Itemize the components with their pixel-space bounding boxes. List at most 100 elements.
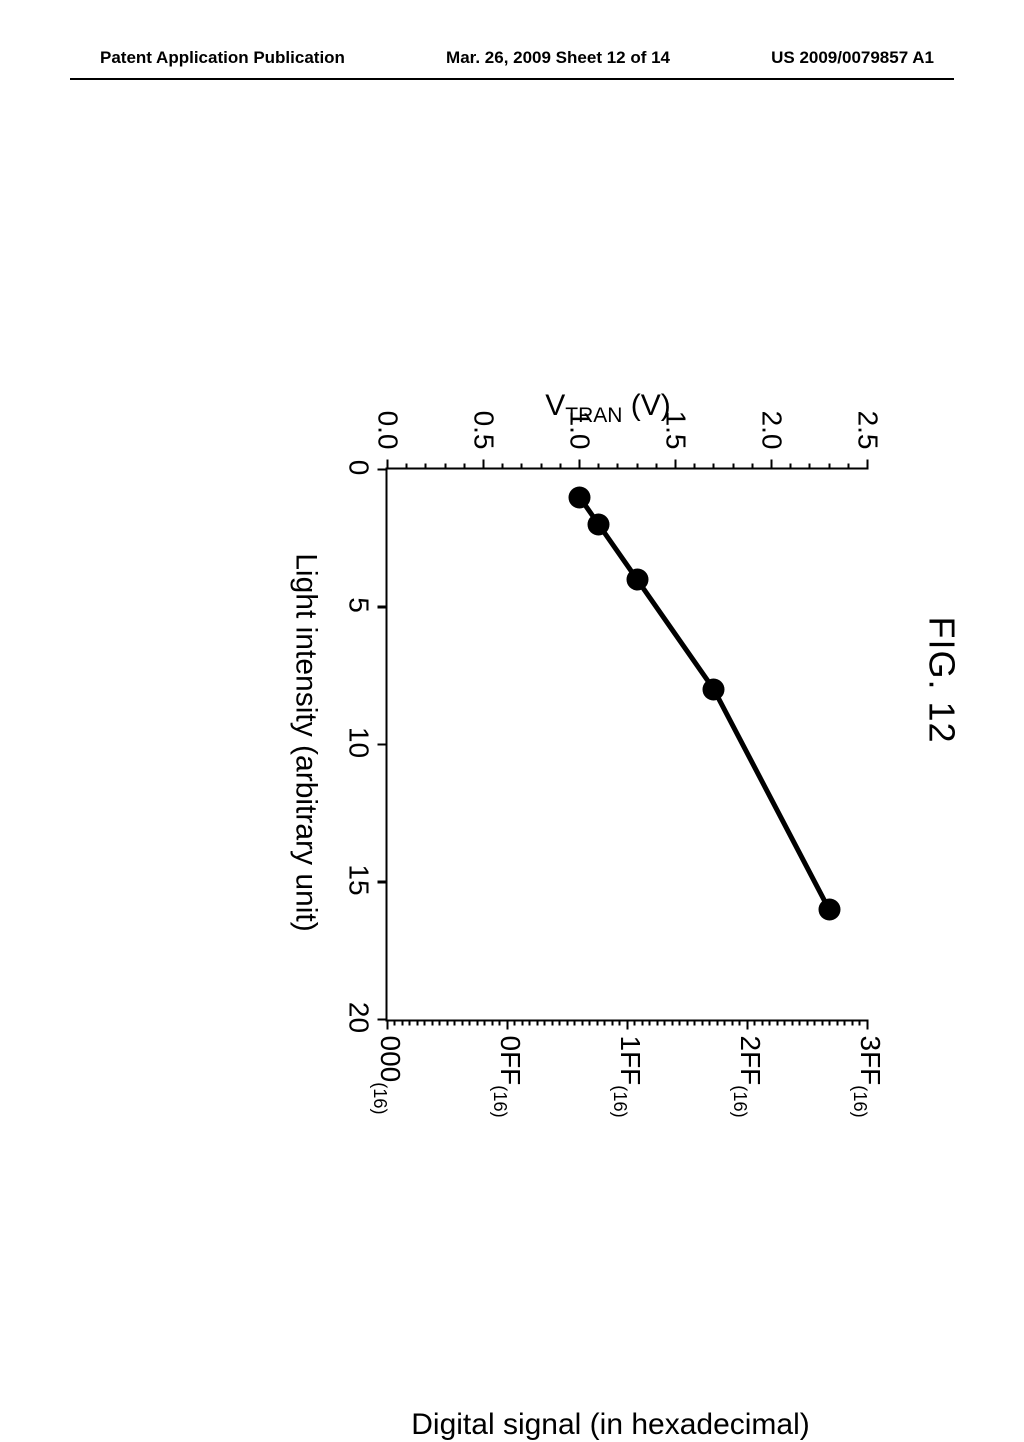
y-left-tick-minor <box>463 464 465 470</box>
y-right-tick-minor <box>597 1020 599 1026</box>
y-right-tick-minor <box>777 1020 779 1026</box>
y-right-tick-minor <box>679 1020 681 1026</box>
figure-container: FIG. 12 VTRAN (V) Digital signal (in hex… <box>0 253 1024 1108</box>
page-header: Patent Application Publication Mar. 26, … <box>0 48 1024 68</box>
y-right-tick-minor <box>552 1020 554 1026</box>
y-right-tick-minor <box>784 1020 786 1026</box>
y-right-tick-minor <box>672 1020 674 1026</box>
y-right-tick-major <box>506 1020 509 1030</box>
y-left-tick-minor <box>751 464 753 470</box>
y-right-tick-minor <box>514 1020 516 1026</box>
x-tick-major <box>378 743 388 746</box>
chart-data-point <box>626 569 648 591</box>
y-axis-right-title: Digital signal (in hexadecimal) <box>411 1408 810 1442</box>
y-right-tick-minor <box>477 1020 479 1026</box>
y-right-tick-minor <box>447 1020 449 1026</box>
y-left-tick-minor <box>502 464 504 470</box>
y-right-tick-minor <box>799 1020 801 1026</box>
x-tick-label: 20 <box>343 1002 375 1033</box>
chart-data-point <box>818 899 840 921</box>
y-right-tick-minor <box>499 1020 501 1026</box>
y-right-tick-minor <box>522 1020 524 1026</box>
y-right-tick-minor <box>559 1020 561 1026</box>
y-left-tick-minor <box>809 464 811 470</box>
y-right-tick-minor <box>619 1020 621 1026</box>
y-left-tick-minor <box>617 464 619 470</box>
y-left-tick-minor <box>828 464 830 470</box>
y-right-tick-minor <box>529 1020 531 1026</box>
y-left-tick-label: 0.5 <box>468 390 500 450</box>
y-right-tick-minor <box>567 1020 569 1026</box>
y-right-tick-minor <box>634 1020 636 1026</box>
y-right-tick-minor <box>769 1020 771 1026</box>
y-right-tick-minor <box>409 1020 411 1026</box>
y-right-tick-minor <box>462 1020 464 1026</box>
y-left-tick-major <box>866 460 869 470</box>
y-right-tick-minor <box>739 1020 741 1026</box>
y-right-tick-minor <box>717 1020 719 1026</box>
y-left-tick-minor <box>655 464 657 470</box>
y-right-tick-minor <box>702 1020 704 1026</box>
y-right-tick-minor <box>709 1020 711 1026</box>
header-divider <box>70 78 954 80</box>
plot-area <box>386 468 868 1022</box>
y-right-tick-label: 1FF(16) <box>609 1036 646 1118</box>
y-right-tick-major <box>866 1020 869 1030</box>
y-left-tick-label: 1.0 <box>564 390 596 450</box>
y-left-tick-minor <box>425 464 427 470</box>
y-left-tick-minor <box>444 464 446 470</box>
y-left-tick-major <box>770 460 773 470</box>
y-right-tick-minor <box>484 1020 486 1026</box>
y-left-tick-minor <box>713 464 715 470</box>
y-left-tick-major <box>578 460 581 470</box>
y-right-tick-minor <box>754 1020 756 1026</box>
y-right-tick-minor <box>642 1020 644 1026</box>
y-left-tick-minor <box>598 464 600 470</box>
y-right-tick-minor <box>574 1020 576 1026</box>
x-tick-major <box>378 468 388 471</box>
y-right-tick-minor <box>537 1020 539 1026</box>
y-right-tick-major <box>626 1020 629 1030</box>
y-right-tick-minor <box>844 1020 846 1026</box>
y-right-tick-minor <box>837 1020 839 1026</box>
y-right-tick-minor <box>762 1020 764 1026</box>
y-right-tick-label: 000(16) <box>369 1036 406 1115</box>
y-right-tick-minor <box>814 1020 816 1026</box>
y-right-tick-label: 3FF(16) <box>849 1036 886 1118</box>
chart-line-svg <box>388 470 868 1020</box>
y-left-tick-minor <box>732 464 734 470</box>
y-left-tick-label: 0.0 <box>372 390 404 450</box>
y-right-tick-minor <box>694 1020 696 1026</box>
y-left-tick-label: 1.5 <box>660 390 692 450</box>
y-right-tick-minor <box>432 1020 434 1026</box>
y-right-tick-minor <box>394 1020 396 1026</box>
x-axis-title: Light intensity (arbitrary unit) <box>289 553 323 932</box>
y-right-tick-minor <box>792 1020 794 1026</box>
y-right-tick-minor <box>492 1020 494 1026</box>
y-left-tick-major <box>674 460 677 470</box>
y-right-tick-minor <box>687 1020 689 1026</box>
y-right-tick-minor <box>807 1020 809 1026</box>
y-right-tick-minor <box>732 1020 734 1026</box>
y-left-tick-label: 2.5 <box>852 390 884 450</box>
y-right-tick-minor <box>852 1020 854 1026</box>
x-tick-major <box>378 606 388 609</box>
y-left-tick-minor <box>521 464 523 470</box>
y-right-tick-minor <box>402 1020 404 1026</box>
chart-line <box>580 497 830 910</box>
y-right-tick-minor <box>454 1020 456 1026</box>
x-tick-label: 0 <box>343 460 375 476</box>
y-left-tick-minor <box>559 464 561 470</box>
y-right-tick-minor <box>859 1020 861 1026</box>
chart-data-point <box>569 486 591 508</box>
header-center: Mar. 26, 2009 Sheet 12 of 14 <box>446 48 670 68</box>
y-left-tick-label: 2.0 <box>756 390 788 450</box>
y-right-tick-minor <box>424 1020 426 1026</box>
y-right-tick-minor <box>657 1020 659 1026</box>
y-right-tick-minor <box>649 1020 651 1026</box>
y-right-tick-minor <box>829 1020 831 1026</box>
x-tick-label: 15 <box>343 864 375 895</box>
y-right-tick-minor <box>724 1020 726 1026</box>
y-right-tick-minor <box>604 1020 606 1026</box>
y-right-tick-major <box>746 1020 749 1030</box>
